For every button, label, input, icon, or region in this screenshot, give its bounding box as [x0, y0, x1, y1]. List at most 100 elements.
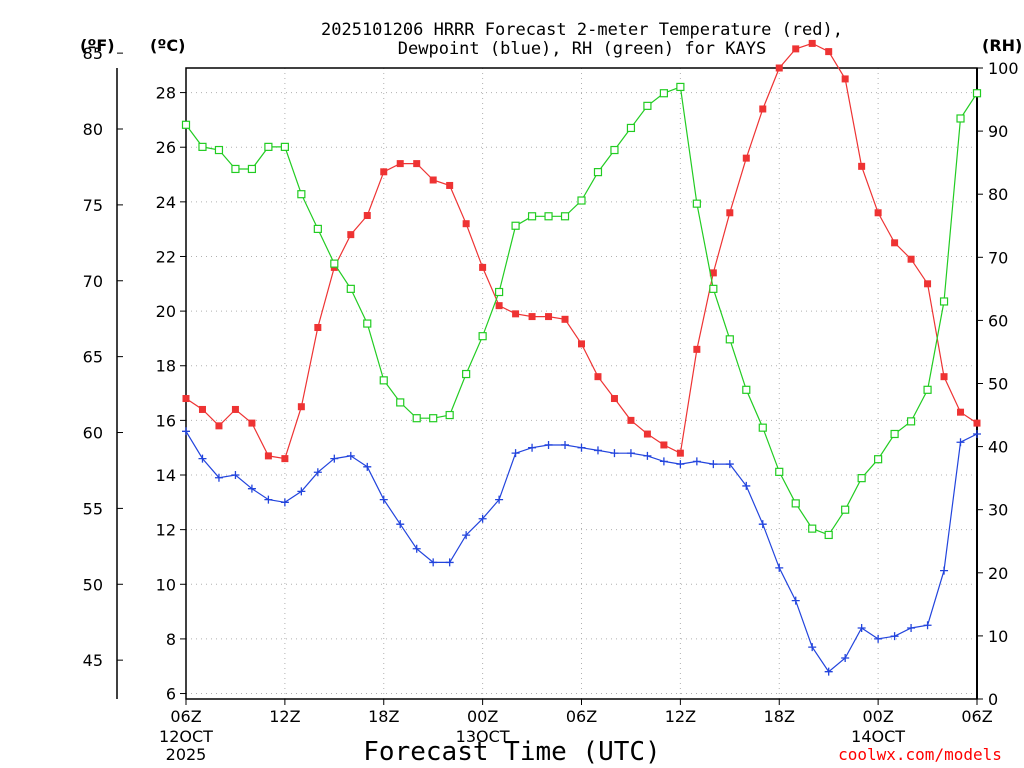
date-tick-label: 13OCT	[456, 727, 510, 746]
time-tick-label: 06Z	[566, 707, 597, 726]
dewpoint-point	[214, 473, 223, 482]
temperature-point	[528, 313, 536, 321]
temperature-point	[594, 373, 602, 381]
grid-lines	[185, 68, 978, 699]
temperature-point	[363, 212, 371, 220]
time-tick-label: 06Z	[170, 707, 201, 726]
dewpoint-point	[610, 449, 619, 458]
temperature-point	[891, 239, 899, 247]
temperature-point	[347, 231, 355, 239]
dewpoint-point	[626, 449, 635, 458]
temperature-point	[940, 373, 948, 381]
dewpoint-point	[462, 531, 471, 540]
dewpoint-point	[429, 558, 438, 567]
rh-tick-label: 80	[988, 185, 1008, 204]
temperature-point	[924, 280, 932, 288]
relative-humidity-point	[709, 284, 718, 293]
dewpoint-point	[940, 566, 949, 575]
relative-humidity-point	[280, 142, 289, 151]
time-tick-label: 00Z	[467, 707, 498, 726]
relative-humidity-point	[379, 376, 388, 385]
celsius-tick-label: 10	[156, 575, 176, 594]
relative-humidity-point	[972, 89, 982, 98]
celsius-tick-label: 22	[156, 247, 176, 266]
rh-tick-label: 70	[988, 248, 1008, 267]
dewpoint-point	[313, 468, 322, 477]
temperature-point	[808, 39, 816, 47]
dewpoint-point	[561, 440, 570, 449]
time-tick-label: 18Z	[764, 707, 795, 726]
temperature-point	[693, 345, 701, 353]
temperature-point	[297, 403, 305, 411]
temperature-point	[627, 416, 635, 424]
temperature-point	[479, 263, 487, 271]
rh-tick-label: 10	[988, 627, 1008, 646]
relative-humidity-point	[478, 332, 487, 341]
dewpoint-point	[709, 460, 718, 469]
temperature-point	[858, 162, 866, 170]
temperature-point	[512, 310, 520, 318]
rh-tick-label: 50	[988, 375, 1008, 394]
relative-humidity-point	[659, 89, 668, 98]
dewpoint-point	[247, 484, 256, 493]
relative-humidity-point	[198, 142, 207, 151]
relative-humidity-point	[495, 287, 504, 297]
dewpoint-point	[544, 440, 553, 449]
temperature-point	[198, 405, 206, 413]
dewpoint-point	[363, 462, 372, 471]
temperature-point	[643, 430, 651, 438]
fahrenheit-tick-label: 70	[83, 272, 103, 291]
dewpoint-point	[758, 520, 767, 529]
temperature-point	[215, 422, 223, 430]
temperature-point	[578, 340, 585, 348]
relative-humidity-point	[626, 123, 636, 133]
dewpoint-point	[791, 596, 800, 605]
relative-humidity-point	[956, 114, 965, 123]
dewpoint-point	[890, 632, 899, 641]
relative-humidity-point	[725, 335, 734, 344]
relative-humidity-point	[297, 190, 306, 199]
dewpoint-point	[445, 558, 454, 567]
dewpoint-point	[874, 634, 883, 643]
dewpoint-point	[923, 621, 932, 630]
time-tick-label: 12Z	[665, 707, 696, 726]
temperature-point	[825, 48, 833, 56]
rh-tick-label: 90	[988, 122, 1008, 141]
temperature-point	[775, 64, 783, 72]
temperature-point	[742, 154, 750, 162]
dewpoint-point	[379, 495, 388, 504]
relative-humidity-point	[511, 221, 520, 230]
relative-humidity-point	[544, 212, 553, 221]
rh-tick-label: 40	[988, 438, 1008, 457]
celsius-tick-label: 12	[156, 521, 176, 540]
relative-humidity-point	[841, 505, 850, 514]
dewpoint-point	[577, 443, 586, 452]
temperature-point	[248, 419, 256, 427]
relative-humidity-point	[890, 429, 899, 439]
dewpoint-point	[511, 449, 520, 458]
dewpoint-point	[297, 487, 306, 496]
temperature-point	[182, 395, 190, 403]
relative-humidity-point	[692, 199, 701, 208]
fahrenheit-tick-label: 65	[83, 348, 103, 367]
rh-tick-label: 30	[988, 501, 1008, 520]
rh-tick-label: 60	[988, 311, 1008, 330]
dewpoint-point	[808, 643, 817, 652]
relative-humidity-point	[181, 120, 191, 129]
data-series	[181, 39, 982, 676]
axes	[116, 52, 983, 705]
date-tick-label: 14OCT	[851, 727, 905, 746]
relative-humidity-point	[742, 385, 751, 394]
relative-humidity-point	[560, 212, 570, 221]
temperature-point	[429, 176, 437, 184]
x-axis-label: Forecast Time (UTC)	[363, 737, 660, 767]
relative-humidity-point	[593, 168, 603, 177]
temperature-point	[660, 441, 668, 449]
dewpoint-point	[231, 471, 240, 480]
dewpoint-point	[857, 623, 866, 632]
temperature-point	[446, 181, 454, 189]
celsius-tick-label: 6	[166, 685, 176, 704]
relative-humidity-point	[824, 530, 833, 540]
celsius-tick-label: 20	[156, 302, 176, 321]
